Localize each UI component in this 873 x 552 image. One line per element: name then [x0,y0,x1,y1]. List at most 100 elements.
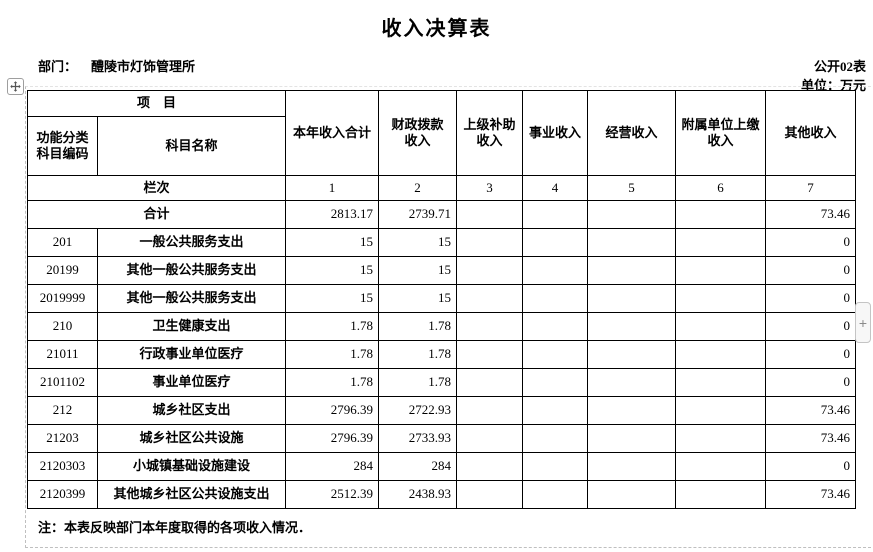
value-cell [456,452,524,481]
footnote: 注：本表反映部门本年度取得的各项收入情况． [38,520,312,535]
value-cell [522,340,589,369]
value-cell [587,368,677,397]
col-header-fiscal-allocation: 财政拨款 收入 [378,90,458,176]
function-code-cell: 201 [27,228,98,257]
value-cell [522,284,589,313]
value-cell [522,452,589,481]
function-code-cell: 21011 [27,340,98,369]
value-cell: 2796.39 [285,424,380,453]
value-cell [456,284,524,313]
col-header-affiliated-units: 附属单位上缴 收入 [675,90,767,176]
text-boundary [25,86,871,548]
value-cell: 2512.39 [285,480,380,509]
function-code-cell: 2101102 [27,368,98,397]
department-label: 部门： [38,59,78,74]
value-cell: 15 [285,228,380,257]
value-cell: 0 [765,340,857,369]
value-cell: 2722.93 [378,396,458,425]
table-row: 21011 行政事业单位医疗 1.78 1.78 0 [27,340,857,369]
value-cell: 0 [765,452,857,481]
value-cell [675,228,767,257]
lane-label: 栏次 [26,175,287,201]
table-body: 合计 2813.17 2739.71 73.46 201 一般公共服务支出 15 15 0 201… [26,200,857,509]
subject-name-cell: 其他一般公共服务支出 [96,284,287,313]
value-cell [587,312,677,341]
value-cell: 73.46 [765,480,857,509]
lane-number: 5 [587,175,677,201]
header-row-project: 项 目 本年收入合计 财政拨款 收入 上级补助 收入 事业收入 经营收入 附属单… [26,90,857,176]
value-cell: 1.78 [285,340,380,369]
income-table: 项 目 本年收入合计 财政拨款 收入 上级补助 收入 事业收入 经营收入 附属单… [26,90,857,509]
table-row: 20199 其他一般公共服务支出 15 15 0 [27,256,857,285]
table-move-handle[interactable] [7,78,24,95]
value-cell [456,200,524,229]
value-cell [675,396,767,425]
function-code-cell: 2120399 [27,480,98,509]
value-cell: 1.78 [285,368,380,397]
value-cell: 2438.93 [378,480,458,509]
col-header-business-income: 事业收入 [522,90,589,176]
function-code-cell: 212 [27,396,98,425]
value-cell: 15 [378,256,458,285]
row-label: 合计 [26,200,287,229]
value-cell: 73.46 [765,200,857,229]
table-row: 2120303 小城镇基础设施建设 284 284 0 [27,452,857,481]
project-header: 项 目 [26,90,287,117]
subject-name-cell: 城乡社区公共设施 [96,424,287,453]
subject-name-cell: 卫生健康支出 [96,312,287,341]
lane-number: 7 [765,175,857,201]
value-cell: 15 [378,228,458,257]
col-header-function-code: 功能分类 科目编码 [27,116,98,176]
subject-name-cell: 事业单位医疗 [96,368,287,397]
value-cell: 15 [285,284,380,313]
value-cell: 0 [765,256,857,285]
value-cell [675,256,767,285]
function-code-cell: 21203 [27,424,98,453]
subject-name-cell: 其他城乡社区公共设施支出 [96,480,287,509]
value-cell: 284 [378,452,458,481]
value-cell [456,256,524,285]
value-cell [456,424,524,453]
value-cell [522,424,589,453]
value-cell: 0 [765,228,857,257]
table-row: 2019999 其他一般公共服务支出 15 15 0 [27,284,857,313]
value-cell [587,424,677,453]
value-cell [456,228,524,257]
col-header-operating-income: 经营收入 [587,90,677,176]
value-cell: 1.78 [378,312,458,341]
value-cell [456,340,524,369]
value-cell [456,396,524,425]
lane-number: 6 [675,175,767,201]
move-arrows-icon [10,81,21,92]
total-row: 合计 2813.17 2739.71 73.46 [26,200,857,229]
lane-number: 4 [522,175,589,201]
sheet-number: 公开02表 [813,59,866,74]
table-header: 项 目 本年收入合计 财政拨款 收入 上级补助 收入 事业收入 经营收入 附属单… [26,90,857,201]
plus-icon: + [858,314,868,331]
value-cell: 1.78 [378,368,458,397]
value-cell [522,368,589,397]
subject-name-cell: 其他一般公共服务支出 [96,256,287,285]
table-row: 2120399 其他城乡社区公共设施支出 2512.39 2438.93 73.46 [27,480,857,509]
value-cell [522,312,589,341]
value-cell [522,396,589,425]
value-cell: 0 [765,312,857,341]
table-row: 21203 城乡社区公共设施 2796.39 2733.93 73.46 [27,424,857,453]
value-cell: 284 [285,452,380,481]
lane-number: 2 [378,175,458,201]
value-cell [456,312,524,341]
value-cell: 0 [765,368,857,397]
expand-button[interactable]: + [855,302,871,343]
unit-label: 单位：万元 [800,78,866,93]
subject-name-cell: 一般公共服务支出 [96,228,287,257]
value-cell [456,480,524,509]
lane-number: 3 [456,175,524,201]
page-title: 收入决算表 [381,18,492,40]
value-cell [522,228,589,257]
value-cell: 1.78 [378,340,458,369]
value-cell [522,480,589,509]
value-cell [522,200,589,229]
value-cell: 2796.39 [285,396,380,425]
col-header-subject-name: 科目名称 [96,116,287,176]
